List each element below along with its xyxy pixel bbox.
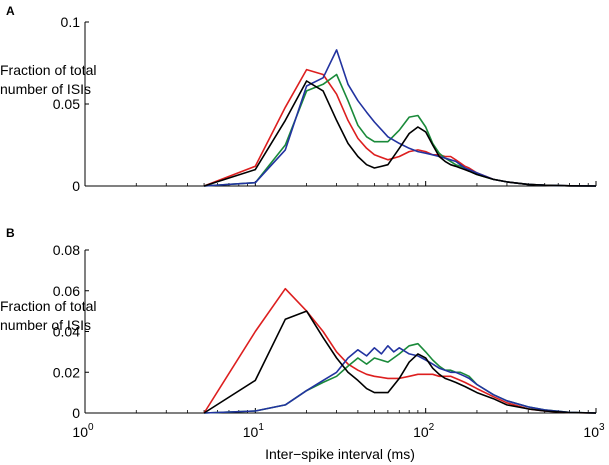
x-tick-label: 103 (583, 422, 605, 440)
panel-a-ylabel-line2: number of ISIs (0, 81, 91, 97)
panel-b-series-blue (204, 344, 597, 414)
panel-a-y-tick-label: 0.05 (53, 96, 80, 112)
panel-a-y-tick-label: 0 (72, 178, 80, 194)
panel-a-series-group (203, 49, 597, 187)
panel-a: A Fraction of total number of ISIs 0 0.05… (0, 4, 597, 194)
panel-b-y-tick-label: 0 (72, 405, 80, 421)
panel-a-series-red (203, 68, 597, 187)
panel-a-ylabel-line1: Fraction of total (0, 62, 97, 78)
panel-b-series-red (203, 287, 597, 414)
panel-b-y-tick-label: 0.06 (53, 283, 80, 299)
panel-b-label: B (6, 226, 15, 240)
panel-b-ylabel-line1: Fraction of total (0, 298, 97, 314)
panel-a-y-tick-label: 0.1 (61, 14, 81, 30)
panel-b-y-tick-label: 0.04 (53, 324, 80, 340)
panel-b-series-group (203, 287, 597, 414)
x-tick-label: 102 (413, 422, 435, 440)
panel-b: B Fraction of total number of ISIs 0 0.02… (0, 226, 605, 462)
panel-a-series-blue (204, 49, 597, 187)
panel-b-axes: 0 0.02 0.04 0.06 0.08 100 101 102 103 (53, 242, 605, 440)
x-tick-label: 100 (72, 422, 94, 440)
x-axis-label: Inter−spike interval (ms) (265, 446, 415, 462)
panel-a-series-black (203, 80, 597, 187)
panel-b-y-tick-label: 0.02 (53, 364, 80, 380)
panel-a-label: A (6, 4, 15, 18)
panel-b-series-black (203, 310, 597, 414)
x-tick-label: 101 (243, 422, 265, 440)
panel-b-y-tick-label: 0.08 (53, 242, 80, 258)
panel-a-series-green (204, 73, 597, 187)
panel-b-ylabel-line2: number of ISIs (0, 317, 91, 333)
panel-a-axes: 0 0.05 0.1 (53, 14, 597, 194)
